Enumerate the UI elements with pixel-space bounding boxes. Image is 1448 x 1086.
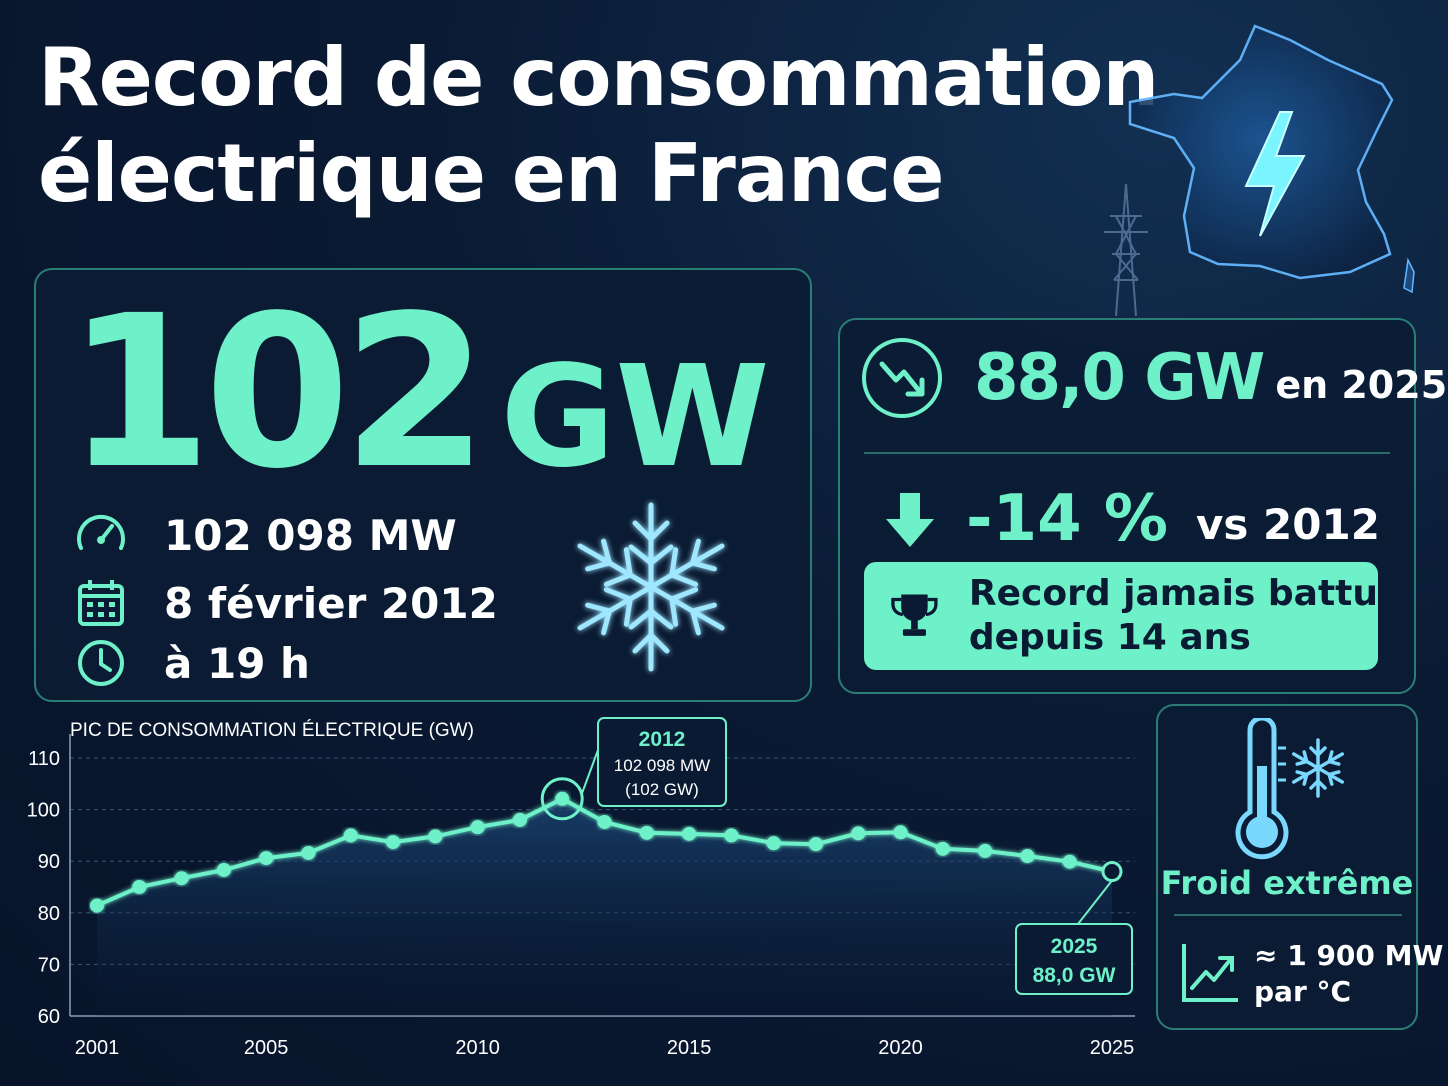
peak-consumption-chart: PIC DE CONSOMMATION ÉLECTRIQUE (GW) 60 70… <box>27 717 1135 1059</box>
page-title: Record de consommation électrique en Fra… <box>38 30 1159 222</box>
data-point-2004 <box>216 862 231 877</box>
data-point-2020 <box>893 825 908 840</box>
current-peak-row: 88,0 GW en 2025 <box>860 336 1447 420</box>
power-pylon-icon <box>1104 183 1148 317</box>
data-point-2001 <box>90 898 104 913</box>
y-tick-label: 90 <box>38 851 60 873</box>
cold-divider <box>1174 914 1402 916</box>
data-point-2023 <box>1020 849 1035 864</box>
data-point-2003 <box>174 871 189 886</box>
title-line-1: Record de consommation <box>38 31 1159 124</box>
cold-rate: ≈ 1 900 MW par °C <box>1254 938 1443 1010</box>
record-badge-line1: Record jamais battu <box>968 573 1378 614</box>
latest-callout-year: 2025 <box>1051 935 1098 958</box>
trend-down-icon <box>862 338 942 418</box>
data-point-2012 <box>555 791 570 806</box>
data-point-2017 <box>766 836 781 851</box>
gauge-icon <box>77 514 125 550</box>
clock-icon <box>78 640 124 686</box>
data-point-2010 <box>470 820 485 835</box>
y-tick-label: 110 <box>28 748 60 770</box>
data-point-2011 <box>512 812 527 827</box>
peak-mw-text: 102 098 MW <box>164 510 457 560</box>
current-peak-value: 88,0 GW <box>974 341 1265 415</box>
snowflake-small-icon <box>1288 738 1348 798</box>
trend-up-icon <box>1182 944 1238 1002</box>
current-peak-year: en 2025 <box>1275 363 1448 407</box>
data-point-2006 <box>301 845 316 860</box>
x-tick-label: 2015 <box>667 1037 712 1059</box>
data-point-2019 <box>851 826 866 841</box>
cold-rate-line2: par °C <box>1254 975 1352 1008</box>
y-tick-label: 70 <box>38 954 60 976</box>
latest-callout-line <box>1077 879 1113 925</box>
thermometer-icon <box>1235 718 1289 860</box>
data-point-2009 <box>428 829 443 844</box>
peak-callout-year: 2012 <box>639 728 686 751</box>
side-divider <box>864 452 1390 454</box>
peak-time-row: à 19 h <box>72 634 310 692</box>
data-point-2021 <box>935 841 950 856</box>
latest-callout-box <box>1015 923 1133 995</box>
y-tick-label: 80 <box>38 903 60 925</box>
peak-number: 102 <box>66 270 488 515</box>
cold-rate-line1: ≈ 1 900 MW <box>1254 939 1444 972</box>
record-badge-line2: depuis 14 ans <box>968 617 1251 658</box>
latest-highlight-ring <box>1101 861 1123 883</box>
data-point-2002 <box>132 880 147 894</box>
change-percent: -14 % <box>966 482 1169 556</box>
data-point-2005 <box>259 851 274 866</box>
peak-mw-row: 102 098 MW <box>72 506 457 564</box>
arrow-down-icon <box>886 493 934 547</box>
data-point-2007 <box>343 828 358 843</box>
cold-label: Froid extrême <box>1160 864 1414 902</box>
change-reference: vs 2012 <box>1196 499 1380 549</box>
x-tick-label: 2020 <box>878 1037 923 1059</box>
peak-callout-box <box>597 717 727 807</box>
cold-sensitivity-card: Froid extrême ≈ 1 900 MW par °C <box>1156 704 1443 1030</box>
current-peak-card: 88,0 GW en 2025 -14 % vs 2012 Record jam… <box>838 318 1447 694</box>
peak-unit: GW <box>500 336 770 499</box>
lightning-icon <box>1244 111 1306 237</box>
data-point-2024 <box>1062 854 1077 869</box>
data-point-2008 <box>386 835 401 850</box>
x-tick-label: 2025 <box>1090 1037 1135 1059</box>
france-map-illustration <box>1104 24 1415 317</box>
y-tick-label: 100 <box>27 800 60 822</box>
data-point-2013 <box>597 814 612 829</box>
change-row: -14 % vs 2012 <box>880 482 1380 556</box>
peak-date-row: 8 février 2012 <box>72 574 498 632</box>
peak-date-text: 8 février 2012 <box>164 578 498 628</box>
x-tick-label: 2010 <box>455 1037 500 1059</box>
x-tick-label: 2005 <box>244 1037 289 1059</box>
trophy-icon <box>891 594 938 636</box>
record-badge-text: Record jamais battu depuis 14 ans <box>969 572 1378 660</box>
peak-callout-mw: 102 098 MW <box>614 756 710 775</box>
y-tick-label: 60 <box>38 1006 60 1028</box>
data-point-2022 <box>978 843 993 858</box>
data-point-2016 <box>724 828 739 843</box>
peak-record-card: 102 GW 102 098 MW 8 février 2012 à 19 h <box>34 268 812 702</box>
peak-highlight-ring <box>540 777 584 821</box>
peak-time-text: à 19 h <box>164 638 310 688</box>
peak-value: 102 GW <box>66 270 770 515</box>
data-point-2015 <box>682 826 697 841</box>
data-point-2014 <box>639 825 654 840</box>
record-badge: Record jamais battu depuis 14 ans <box>864 562 1378 670</box>
snowflake-icon <box>566 502 736 682</box>
x-tick-label: 2001 <box>75 1037 120 1059</box>
latest-callout-value: 88,0 GW <box>1033 964 1116 987</box>
data-point-2018 <box>808 837 823 852</box>
peak-callout-gw: (102 GW) <box>625 780 699 799</box>
calendar-icon <box>78 580 124 626</box>
title-line-2: électrique en France <box>38 127 944 220</box>
chart-area <box>97 798 1112 1016</box>
peak-callout-line <box>581 749 599 794</box>
chart-title: PIC DE CONSOMMATION ÉLECTRIQUE (GW) <box>70 720 474 741</box>
